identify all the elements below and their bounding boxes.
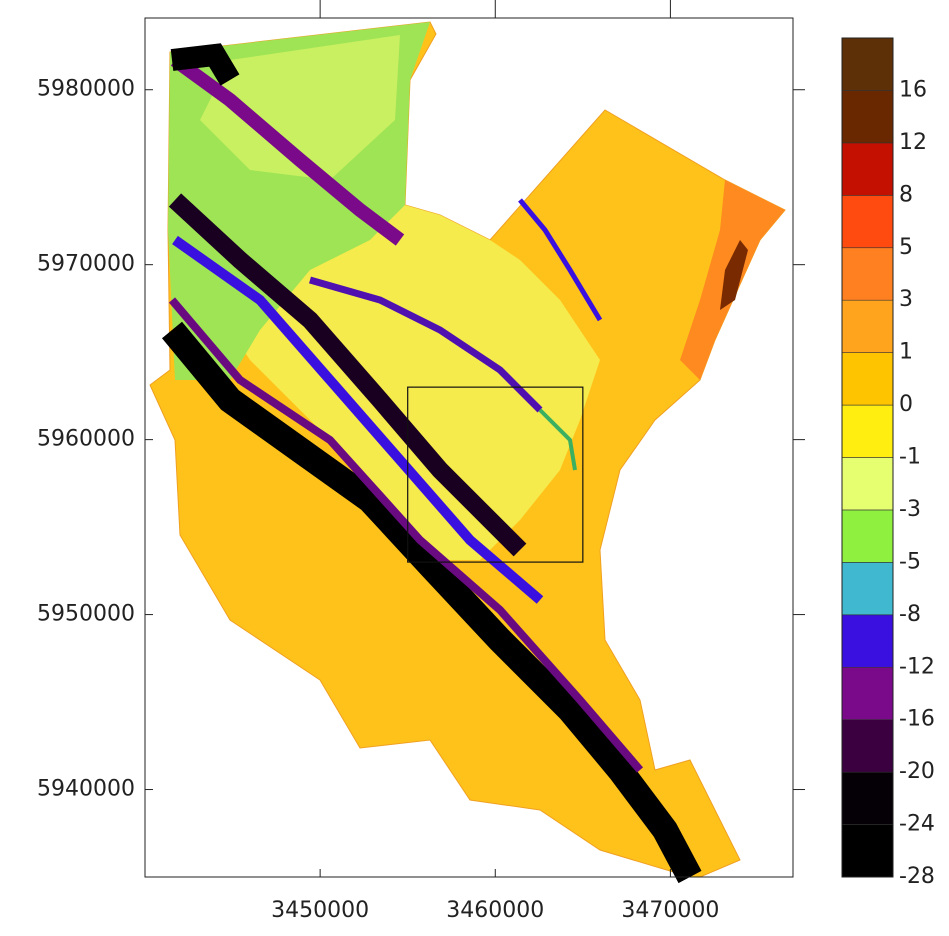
colorbar-label: -28 (899, 864, 935, 889)
colorbar-label: 3 (899, 287, 913, 312)
colorbar-band (842, 38, 893, 90)
colorbar-band (842, 562, 893, 614)
colorbar-label: -8 (899, 602, 921, 627)
colorbar-label: 0 (899, 392, 913, 417)
colorbar-band (842, 825, 893, 877)
colorbar-band (842, 90, 893, 142)
colorbar-band (842, 300, 893, 352)
colorbar-label: -3 (899, 497, 921, 522)
y-tick-label: 5980000 (37, 77, 135, 102)
x-tick-label: 3450000 (271, 898, 369, 923)
colorbar-band (842, 405, 893, 457)
y-tick-label: 5970000 (37, 252, 135, 277)
colorbar-band (842, 510, 893, 562)
colorbar-band (842, 143, 893, 195)
colorbar-label: -1 (899, 445, 921, 470)
y-tick-label: 5950000 (37, 602, 135, 627)
chart: 3450000 3460000 3470000 5980000 5970000 59600… (0, 0, 949, 932)
y-tick-label: 5960000 (37, 427, 135, 452)
map-area (150, 22, 785, 877)
colorbar-label: 5 (899, 235, 913, 260)
colorbar-label: 16 (899, 77, 927, 102)
colorbar-band (842, 720, 893, 772)
colorbar-label: 8 (899, 182, 913, 207)
colorbar-label: -20 (899, 759, 935, 784)
colorbar-label: 1 (899, 340, 913, 365)
colorbar-label: -5 (899, 549, 921, 574)
colorbar-band (842, 195, 893, 247)
colorbar-band (842, 458, 893, 510)
colorbar-band (842, 248, 893, 300)
colorbar-label: -24 (899, 812, 935, 837)
x-tick-label: 3470000 (621, 898, 719, 923)
colorbar-label: 12 (899, 130, 927, 155)
colorbar-band (842, 772, 893, 824)
colorbar-band (842, 615, 893, 667)
y-tick-label: 5940000 (37, 777, 135, 802)
colorbar-band (842, 667, 893, 719)
x-tick-label: 3460000 (446, 898, 544, 923)
colorbar-label: -12 (899, 654, 935, 679)
colorbar-label: -16 (899, 707, 935, 732)
colorbar-band (842, 353, 893, 405)
